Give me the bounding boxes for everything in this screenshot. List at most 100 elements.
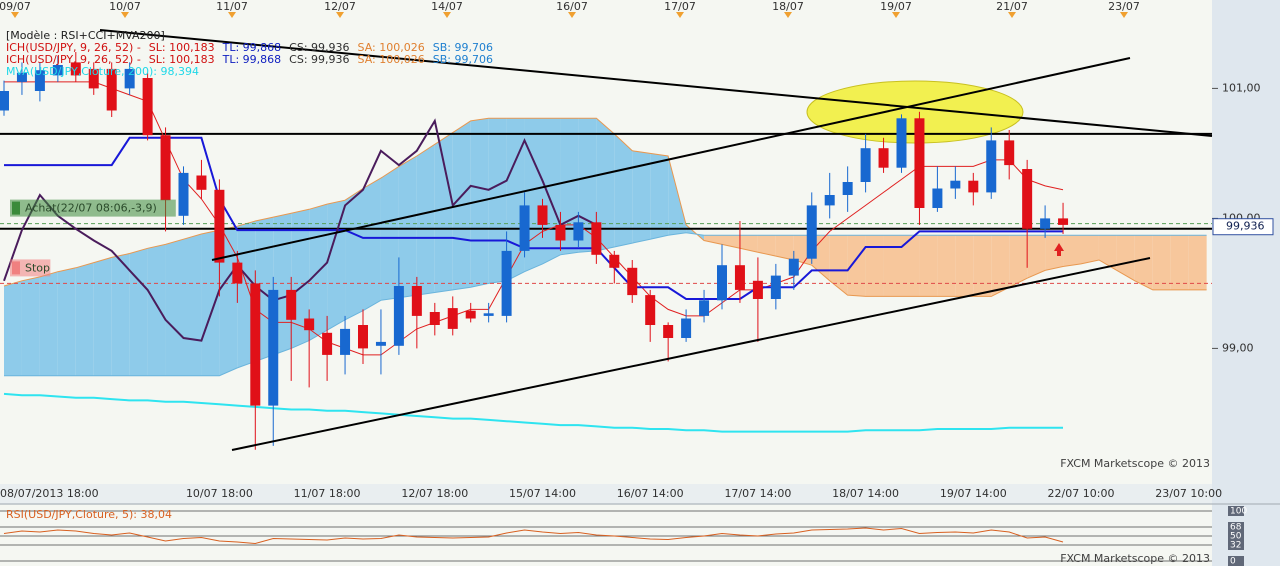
candle-body <box>788 258 799 276</box>
cloud-segment <box>363 178 381 311</box>
legend-item: ICH(USD/JPY, 9, 26, 52) - <box>6 53 141 66</box>
cloud-segment <box>1116 235 1135 281</box>
candle-body <box>34 70 45 91</box>
legend-item: SB: 99,706 <box>433 53 493 66</box>
candle-body <box>896 118 907 168</box>
order-label: Stop <box>25 261 50 274</box>
cloud-segment <box>416 144 435 296</box>
cloud-segment <box>1188 235 1207 290</box>
candle-body <box>70 62 81 76</box>
indicator-line <box>3 392 1063 433</box>
order-label-box <box>10 259 51 277</box>
cloud-segment <box>1063 235 1081 267</box>
candle-body <box>0 91 9 111</box>
candle-body <box>106 68 117 111</box>
top-date-label: 12/07 <box>324 0 356 13</box>
candle-body <box>447 308 458 329</box>
cloud-segment <box>488 118 507 284</box>
cloud-segment <box>93 257 112 376</box>
legend-item: CS: 99,936 <box>289 53 349 66</box>
candle-body <box>142 78 153 136</box>
rsi-tick-label: 32 <box>1230 541 1241 551</box>
candle-body <box>968 180 979 193</box>
legend-line: ICH(USD/JPY, 9, 26, 52) - SL: 100,183 TL: … <box>6 53 493 66</box>
order-label-marker <box>12 201 20 215</box>
y-tick-label: 99,00 <box>1222 341 1254 354</box>
top-date-label: 19/07 <box>880 0 912 13</box>
x-tick-label: 16/07 14:00 <box>617 487 684 500</box>
candle-body <box>358 325 368 349</box>
x-tick-label: 19/07 14:00 <box>940 487 1007 500</box>
candle-body <box>501 250 512 316</box>
candle-body <box>483 313 494 316</box>
cloud-segment <box>614 133 633 247</box>
cloud-segment <box>201 230 220 376</box>
candle-body <box>770 275 781 299</box>
x-tick-label: 18/07 14:00 <box>832 487 899 500</box>
candle-body <box>322 332 333 355</box>
legend-line: MVA(USD/JPY,Cloture, 200): 98,394 <box>6 65 199 78</box>
top-date-label: 16/07 <box>556 0 588 13</box>
legend-line: ICH(USD/JPY, 9, 26, 52) - SL: 100,183 TL: … <box>6 41 493 54</box>
candle-body <box>717 265 727 301</box>
cloud-segment <box>327 200 346 331</box>
cloud-segment <box>739 235 758 253</box>
candle-body <box>375 341 386 346</box>
rsi-tick-box <box>1228 522 1244 532</box>
cloud-segment <box>883 235 902 297</box>
candle-body <box>663 325 674 338</box>
top-date-label: 11/07 <box>216 0 248 13</box>
cloud-segment <box>865 235 884 297</box>
trendline <box>211 57 1131 261</box>
cloud-segment <box>560 118 579 255</box>
legend-item: SL: 100,183 <box>149 53 215 66</box>
order-label-box <box>10 199 176 217</box>
watermark: FXCM Marketscope © 2013 <box>1060 552 1210 565</box>
candle-body <box>627 267 638 296</box>
cloud-segment <box>650 153 669 240</box>
cloud-segment <box>111 253 130 376</box>
top-date-marker <box>676 12 684 18</box>
x-tick-label: 11/07 18:00 <box>294 487 361 500</box>
cloud-segment <box>955 235 974 297</box>
rsi-title: RSI(USD/JPY,Cloture, 5): 38,04 <box>6 508 172 521</box>
rsi-line <box>3 527 1064 545</box>
top-date-marker <box>784 12 792 18</box>
top-date-label: 14/07 <box>431 0 463 13</box>
senkou-b <box>4 232 1207 377</box>
y-tick-label: 101,00 <box>1222 81 1261 94</box>
top-date-marker <box>336 12 344 18</box>
cloud-segment <box>847 235 866 297</box>
cloud-segment <box>937 235 956 297</box>
cloud-segment <box>75 262 94 376</box>
order-label: Achat(22/07 08:06,-3,9) <box>25 202 157 215</box>
top-date-label: 10/07 <box>109 0 141 13</box>
x-tick-label: 10/07 18:00 <box>186 487 253 500</box>
legend-item: ICH(USD/JPY, 9, 26, 52) - <box>6 41 141 54</box>
candle-body <box>411 286 422 316</box>
candle-body <box>16 72 27 82</box>
top-date-marker <box>1008 12 1016 18</box>
cloud-segment <box>1081 235 1099 264</box>
x-tick-label: 17/07 14:00 <box>724 487 791 500</box>
cloud-segment <box>596 118 615 251</box>
candle-body <box>824 195 835 206</box>
legend-item: TL: 99,868 <box>222 41 282 54</box>
legend-item: MVA(USD/JPY,Cloture, 200): 98,394 <box>6 65 199 78</box>
candle-body <box>842 182 853 195</box>
x-tick-label: 22/07 10:00 <box>1048 487 1115 500</box>
candle-body <box>573 222 584 241</box>
candle-body <box>1004 140 1015 166</box>
cloud-segment <box>632 150 651 244</box>
x-tick-label: 15/07 14:00 <box>509 487 576 500</box>
cloud-segment <box>21 276 40 376</box>
candle-body <box>196 175 207 190</box>
time-axis-background <box>0 484 1212 504</box>
x-tick-label: 23/07 10:00 <box>1155 487 1222 500</box>
candle-body <box>806 205 817 259</box>
candle-body <box>681 318 692 338</box>
cloud-segment <box>345 188 363 320</box>
candle-body <box>609 254 620 268</box>
candle-body <box>160 135 171 201</box>
